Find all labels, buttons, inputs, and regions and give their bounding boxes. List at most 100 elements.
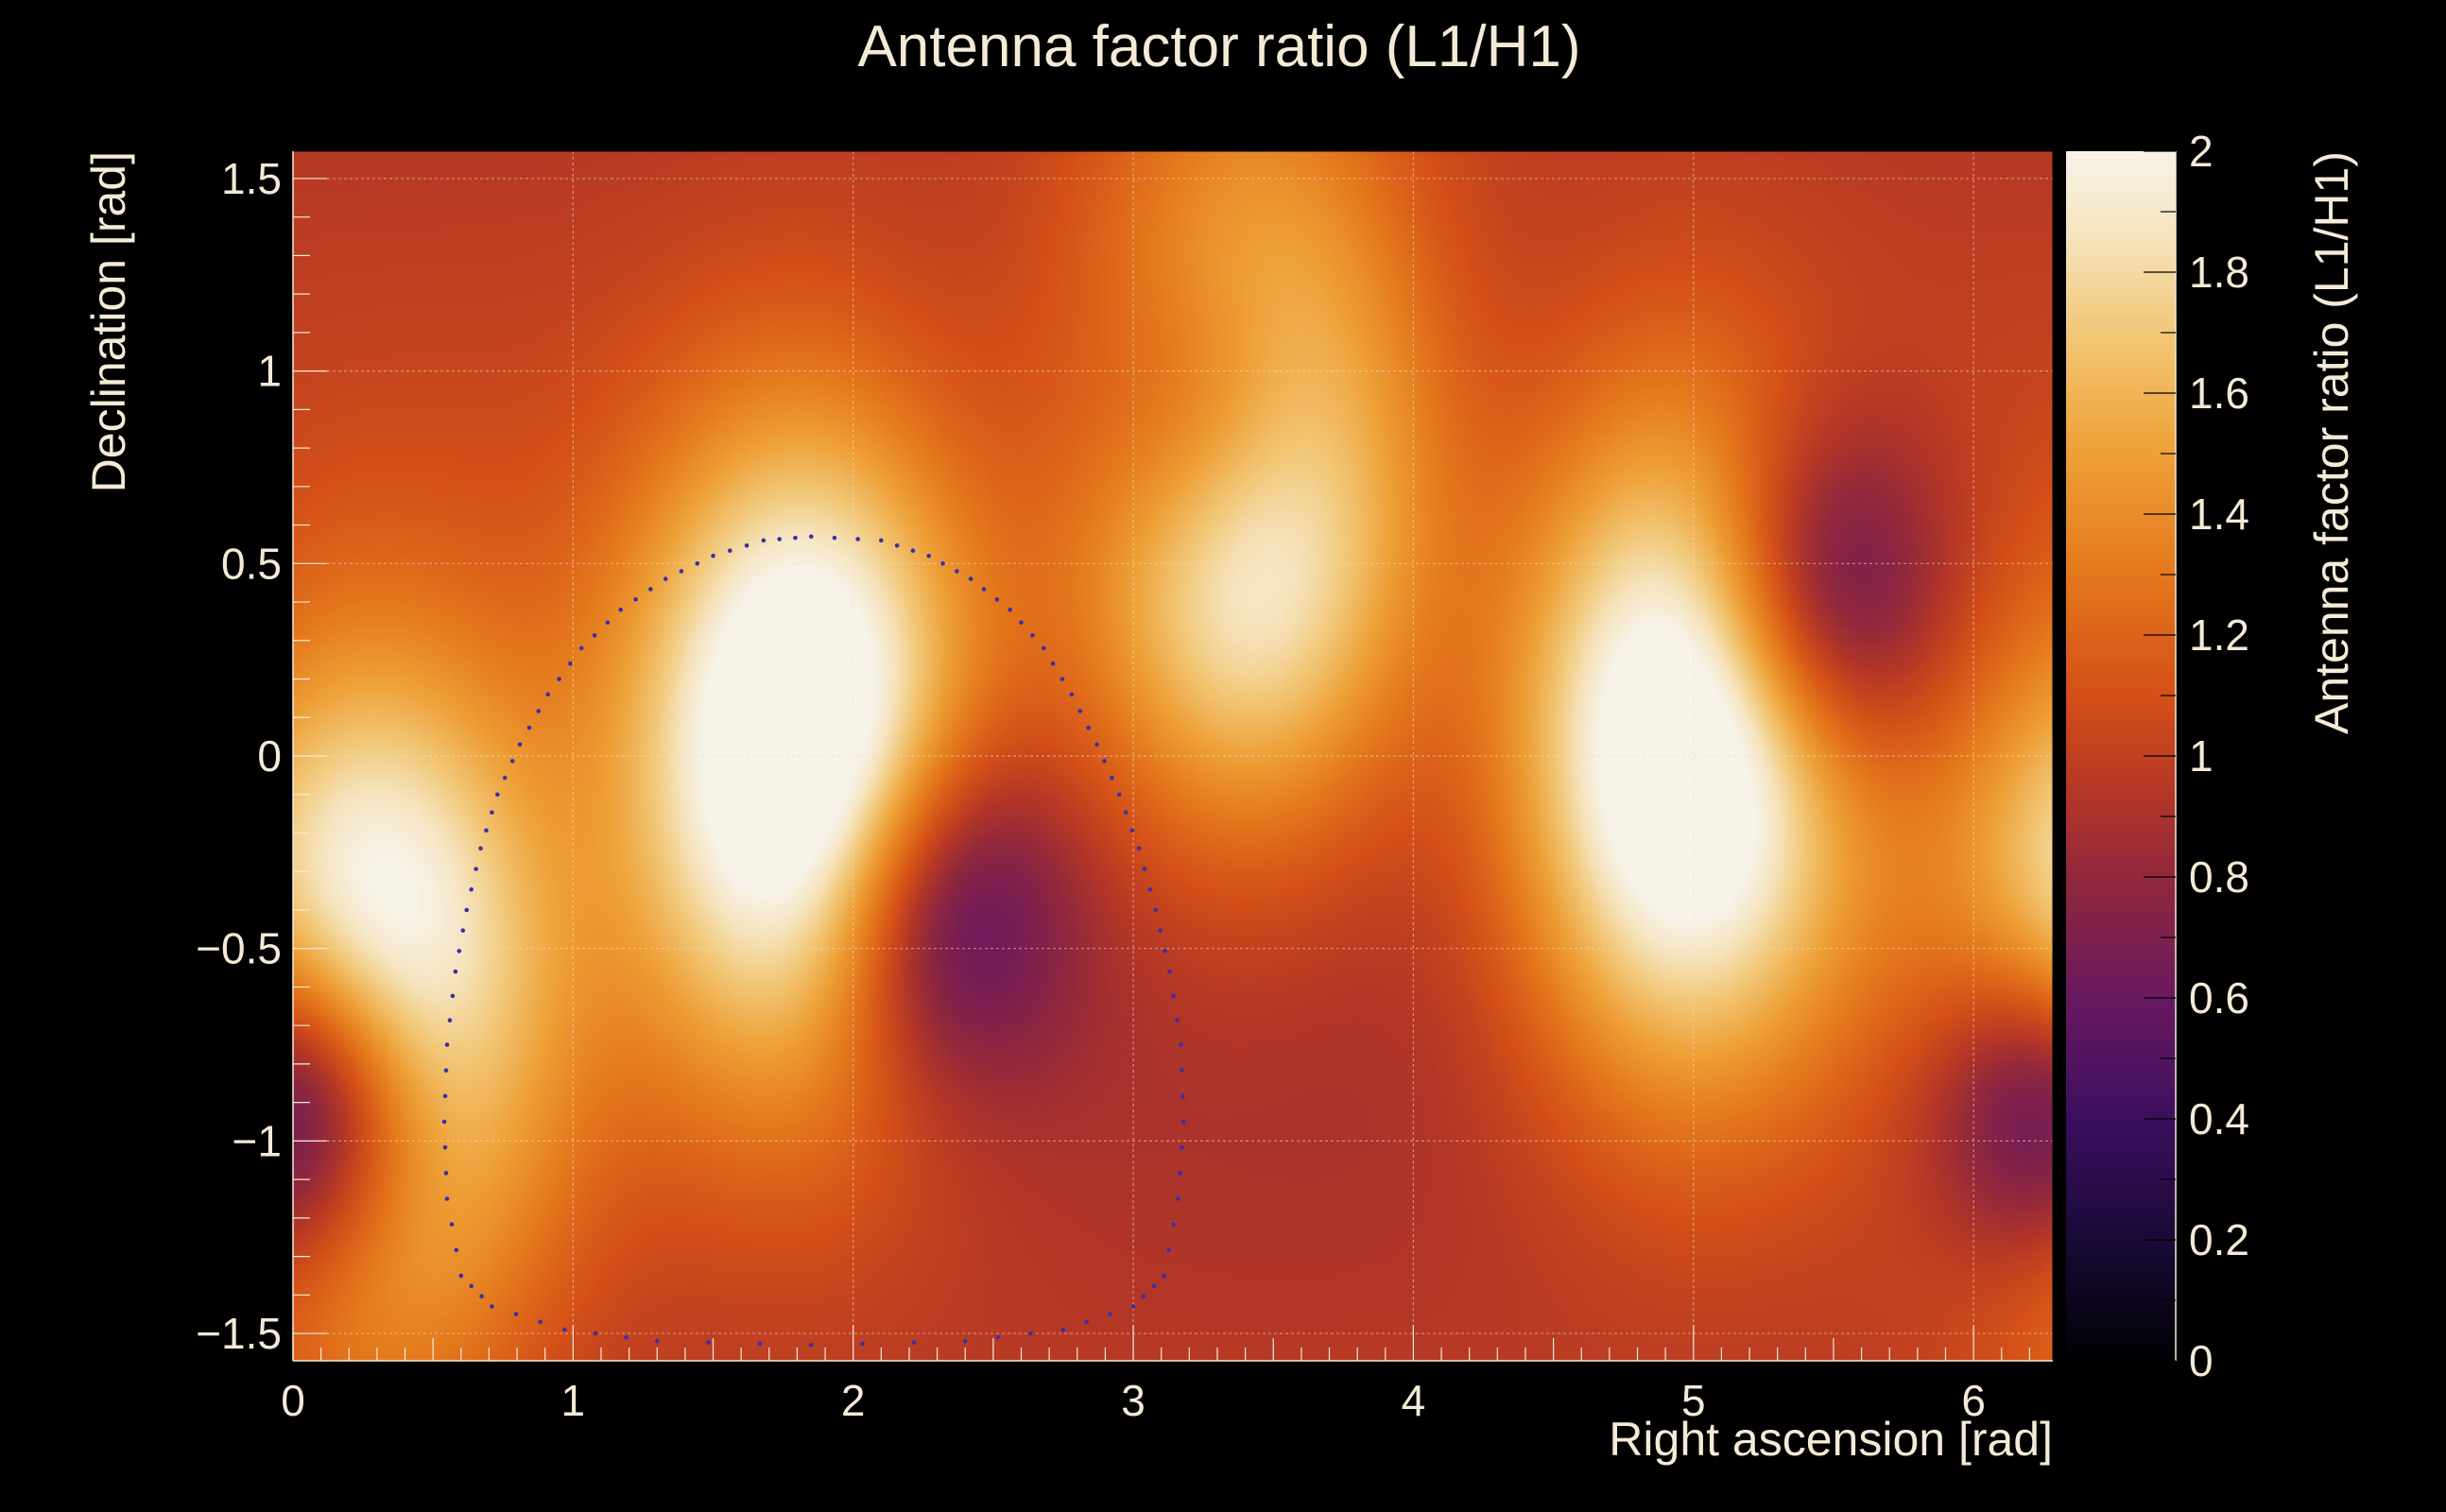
- colorbar-tick-label: 0.6: [2189, 973, 2249, 1022]
- curve-dot: [761, 538, 767, 543]
- y-tick-label: −1.5: [196, 1309, 282, 1358]
- curve-dot: [1163, 949, 1167, 954]
- curve-dot: [447, 1018, 453, 1023]
- y-tick-label: −0.5: [196, 924, 282, 973]
- x-axis: 0 1 2 3 4 5 6: [281, 1325, 2053, 1425]
- dotted-curve: [441, 534, 1186, 1348]
- curve-dot: [557, 677, 561, 681]
- curve-dot: [1147, 886, 1153, 892]
- colorbar-tick-label: 0: [2189, 1336, 2213, 1385]
- curve-dot: [1028, 1331, 1033, 1336]
- curve-dot: [633, 597, 638, 602]
- curve-dot: [490, 810, 494, 816]
- curve-dot: [443, 1068, 449, 1073]
- y-axis-label: Declination [rad]: [82, 151, 135, 492]
- curve-dot: [663, 576, 668, 581]
- chart-title: Antenna factor ratio (L1/H1): [857, 14, 1580, 79]
- curve-dot: [995, 1334, 1001, 1340]
- curve-dot: [832, 535, 837, 541]
- x-tick-label: 4: [1402, 1376, 1426, 1425]
- curve-dot: [706, 1340, 711, 1345]
- curve-dot: [894, 542, 900, 548]
- curve-dot: [1179, 1042, 1183, 1047]
- curve-dot: [454, 1247, 459, 1253]
- x-tick-label: 0: [281, 1376, 305, 1425]
- curve-dot: [1158, 928, 1163, 933]
- curve-dot: [592, 633, 597, 638]
- curve-dot: [1166, 1247, 1171, 1253]
- y-tick-label: 1: [257, 347, 282, 396]
- y-tick-label: 1.5: [221, 154, 282, 203]
- curve-dot: [545, 692, 550, 697]
- curve-dot: [1077, 709, 1083, 713]
- curve-dot: [605, 620, 611, 626]
- curve-dot: [593, 1331, 598, 1336]
- y-tick-label: 0.5: [221, 539, 282, 588]
- curve-dot: [1123, 810, 1128, 816]
- curve-dot: [449, 1222, 455, 1227]
- curve-dot: [460, 928, 466, 933]
- curve-dot: [1019, 620, 1024, 626]
- curve-dot: [442, 1093, 448, 1099]
- curve-dot: [808, 1342, 814, 1348]
- curve-dot: [456, 949, 462, 954]
- curve-dot: [1153, 907, 1159, 913]
- curve-dot: [793, 535, 798, 541]
- curve-dot: [711, 553, 715, 558]
- curve-dot: [578, 645, 584, 651]
- curve-dot: [879, 538, 884, 543]
- curve-dot: [464, 907, 470, 913]
- curve-dot: [1175, 1018, 1180, 1023]
- curve-dot: [1151, 1283, 1157, 1289]
- curve-dot: [624, 1334, 629, 1340]
- curve-dot: [1050, 661, 1056, 666]
- curve-dot: [695, 561, 700, 566]
- curve-dot: [994, 597, 1000, 602]
- curve-dot: [1116, 792, 1122, 798]
- curve-dot: [450, 993, 456, 999]
- curve-dot: [618, 607, 624, 612]
- curve-dot: [1129, 828, 1135, 833]
- curve-dot: [458, 1273, 464, 1279]
- colorbar-tick-label: 1.6: [2189, 369, 2249, 418]
- curve-dot: [911, 1340, 917, 1345]
- x-tick-label: 5: [1681, 1376, 1706, 1425]
- curve-dot: [444, 1196, 450, 1201]
- colorbar-tick-label: 1.8: [2189, 248, 2249, 297]
- curve-dot: [1176, 1196, 1180, 1201]
- grid-lines: [293, 151, 2053, 1361]
- x-tick-label: 6: [1961, 1376, 1986, 1425]
- curve-dot: [1180, 1068, 1184, 1073]
- colorbar-tick-label: 0.8: [2189, 852, 2249, 902]
- colorbar-tick-label: 0.4: [2189, 1094, 2249, 1143]
- curve-dot: [860, 1341, 865, 1347]
- curve-dot: [757, 1341, 763, 1347]
- curve-dot: [1136, 846, 1142, 851]
- x-tick-label: 3: [1121, 1376, 1145, 1425]
- curve-dot: [1102, 759, 1107, 764]
- curve-dot: [910, 548, 916, 554]
- curve-dot: [940, 561, 945, 566]
- curve-dot: [1141, 1294, 1146, 1298]
- curve-dot: [1008, 607, 1012, 612]
- curve-dot: [536, 709, 542, 713]
- y-tick-label: 0: [257, 731, 282, 781]
- curve-dot: [962, 1338, 968, 1344]
- curve-dot: [469, 886, 474, 892]
- y-tick-label: −1: [233, 1116, 282, 1165]
- curve-dot: [474, 867, 478, 871]
- curve-dot: [728, 548, 732, 554]
- curve-dot: [502, 775, 508, 781]
- curve-dot: [490, 1304, 494, 1309]
- curve-dot: [1059, 677, 1065, 681]
- curve-dot: [1178, 1171, 1182, 1176]
- curve-dot: [517, 742, 523, 747]
- colorbar-tick-label: 1.4: [2189, 490, 2249, 539]
- curve-dot: [1167, 969, 1172, 974]
- x-axis-label: Right ascension [rad]: [1609, 1413, 2053, 1466]
- colorbar-axis: 0 0.2 0.4 0.6 0.8 1 1.2 1.4 1.6 1.8 2: [2144, 127, 2249, 1385]
- curve-dot: [1084, 1319, 1089, 1325]
- curve-dot: [1180, 1144, 1184, 1150]
- curve-dot: [1030, 633, 1035, 638]
- curve-dot: [478, 846, 483, 851]
